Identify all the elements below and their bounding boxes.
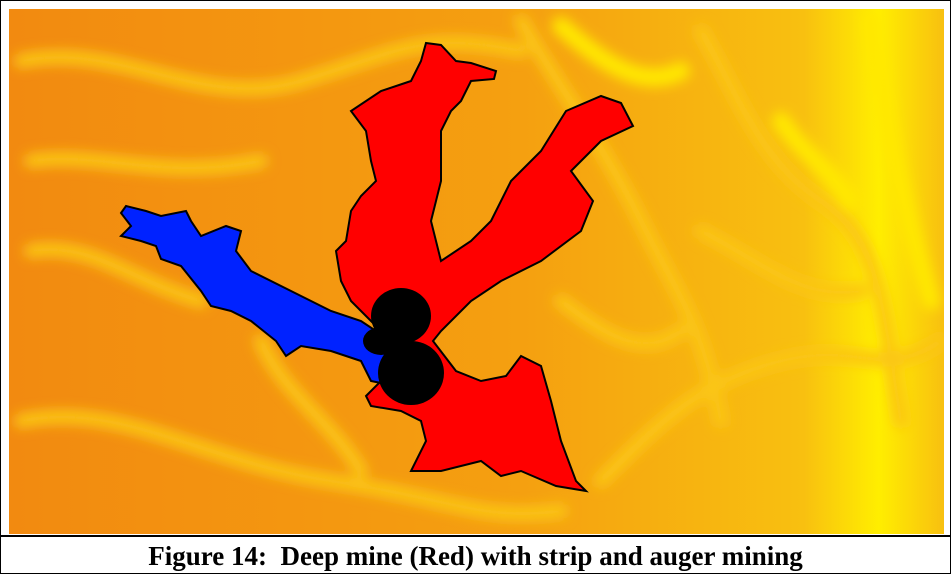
strip-mine-area — [119, 204, 408, 388]
figure-caption: Figure 14: Deep mine (Red) with strip an… — [1, 535, 950, 575]
ridges — [14, 14, 944, 521]
map-image — [9, 9, 944, 534]
auger-mine-area — [363, 288, 444, 405]
